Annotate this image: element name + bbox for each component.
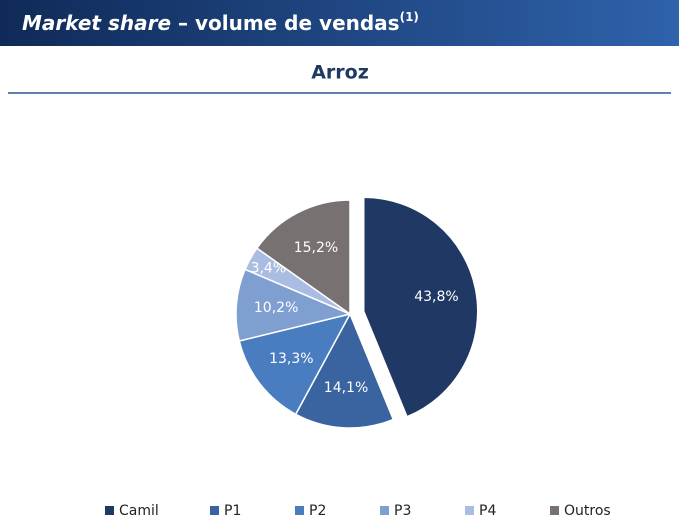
legend-label: P2 <box>309 503 326 519</box>
legend-swatch <box>210 506 219 515</box>
pie-slice <box>362 196 479 418</box>
slice-label: 3,4% <box>251 260 287 276</box>
legend-label: Camil <box>119 503 159 519</box>
legend-label: P3 <box>394 503 411 519</box>
title-italic: Market share <box>22 11 171 35</box>
legend-swatch <box>550 506 559 515</box>
header-banner <box>0 0 679 46</box>
legend-swatch <box>380 506 389 515</box>
legend-swatch <box>105 506 114 515</box>
legend-label: P1 <box>224 503 241 519</box>
slice-label: 43,8% <box>414 289 458 305</box>
chart-title: Arroz <box>311 62 369 84</box>
legend-swatch <box>295 506 304 515</box>
pie-slice <box>238 312 352 416</box>
legend-label: P4 <box>479 503 496 519</box>
pie-slice <box>294 312 395 429</box>
slice-label: 15,2% <box>294 240 338 256</box>
legend-swatch <box>465 506 474 515</box>
pie-slice <box>235 268 353 342</box>
legend-label: Outros <box>564 503 611 519</box>
pie-slice <box>255 199 351 316</box>
slice-label: 13,3% <box>269 351 313 367</box>
title-superscript: (1) <box>400 10 419 24</box>
slice-label: 14,1% <box>324 380 368 396</box>
slice-label: 10,2% <box>254 300 298 316</box>
title-rest: – volume de vendas <box>178 11 400 35</box>
header-title: Market share – volume de vendas(1) <box>22 10 419 35</box>
